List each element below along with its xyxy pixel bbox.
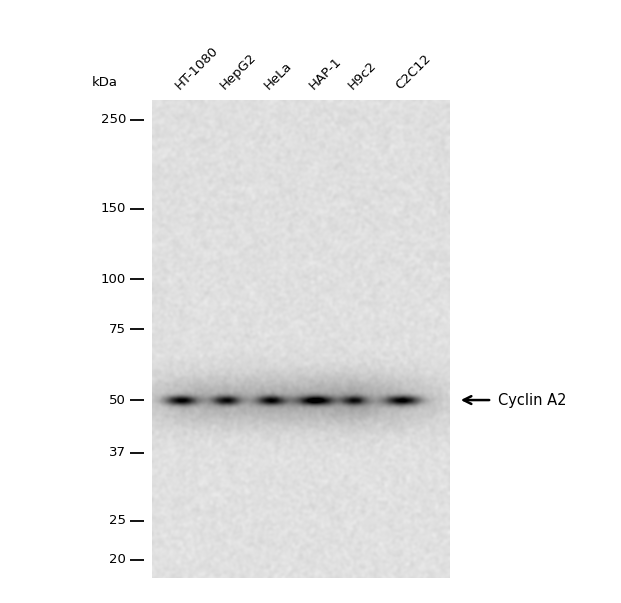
Text: HepG2: HepG2 [217,51,258,92]
Text: HeLa: HeLa [262,59,295,92]
Text: 20: 20 [109,553,126,566]
Text: 150: 150 [101,202,126,215]
Text: HAP-1: HAP-1 [307,54,344,92]
Text: HT-1080: HT-1080 [173,44,221,92]
Text: 100: 100 [101,273,126,286]
Text: H9c2: H9c2 [345,58,379,92]
Text: 250: 250 [101,113,126,126]
Text: 37: 37 [109,446,126,459]
Text: 25: 25 [109,514,126,527]
Text: C2C12: C2C12 [393,52,433,92]
Text: kDa: kDa [92,75,118,89]
Text: 75: 75 [109,323,126,336]
Text: Cyclin A2: Cyclin A2 [498,393,566,408]
Text: 50: 50 [109,394,126,406]
